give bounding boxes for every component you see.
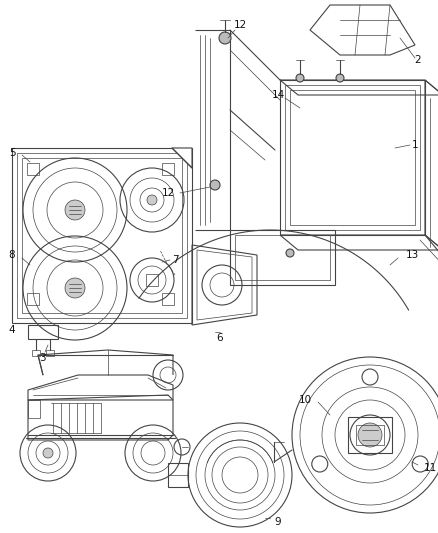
Bar — [162, 293, 174, 305]
Circle shape — [219, 32, 231, 44]
Text: 1: 1 — [412, 140, 418, 150]
Text: 7: 7 — [172, 255, 178, 265]
Circle shape — [43, 448, 53, 458]
Text: 4: 4 — [9, 325, 15, 335]
Bar — [32, 350, 40, 356]
Bar — [46, 350, 54, 356]
Bar — [28, 325, 58, 339]
Bar — [356, 425, 384, 445]
Text: 10: 10 — [298, 395, 311, 405]
Text: 8: 8 — [9, 250, 15, 260]
Circle shape — [65, 200, 85, 220]
Text: 3: 3 — [39, 353, 45, 363]
Text: 12: 12 — [161, 188, 175, 198]
Circle shape — [336, 74, 344, 82]
Bar — [146, 274, 158, 286]
Bar — [28, 400, 40, 418]
Bar — [162, 163, 174, 175]
Circle shape — [147, 195, 157, 205]
Text: 9: 9 — [275, 517, 281, 527]
Circle shape — [296, 74, 304, 82]
Text: 12: 12 — [233, 20, 247, 30]
Text: 5: 5 — [9, 148, 15, 158]
Text: 13: 13 — [406, 250, 419, 260]
Polygon shape — [172, 148, 192, 168]
Text: 6: 6 — [217, 333, 223, 343]
Text: 2: 2 — [415, 55, 421, 65]
Bar — [348, 417, 392, 453]
Circle shape — [210, 180, 220, 190]
Text: 14: 14 — [272, 90, 285, 100]
Circle shape — [65, 278, 85, 298]
Bar — [27, 163, 39, 175]
Text: 11: 11 — [424, 463, 437, 473]
Circle shape — [286, 249, 294, 257]
Bar — [27, 293, 39, 305]
Circle shape — [358, 423, 382, 447]
Bar — [168, 463, 188, 487]
